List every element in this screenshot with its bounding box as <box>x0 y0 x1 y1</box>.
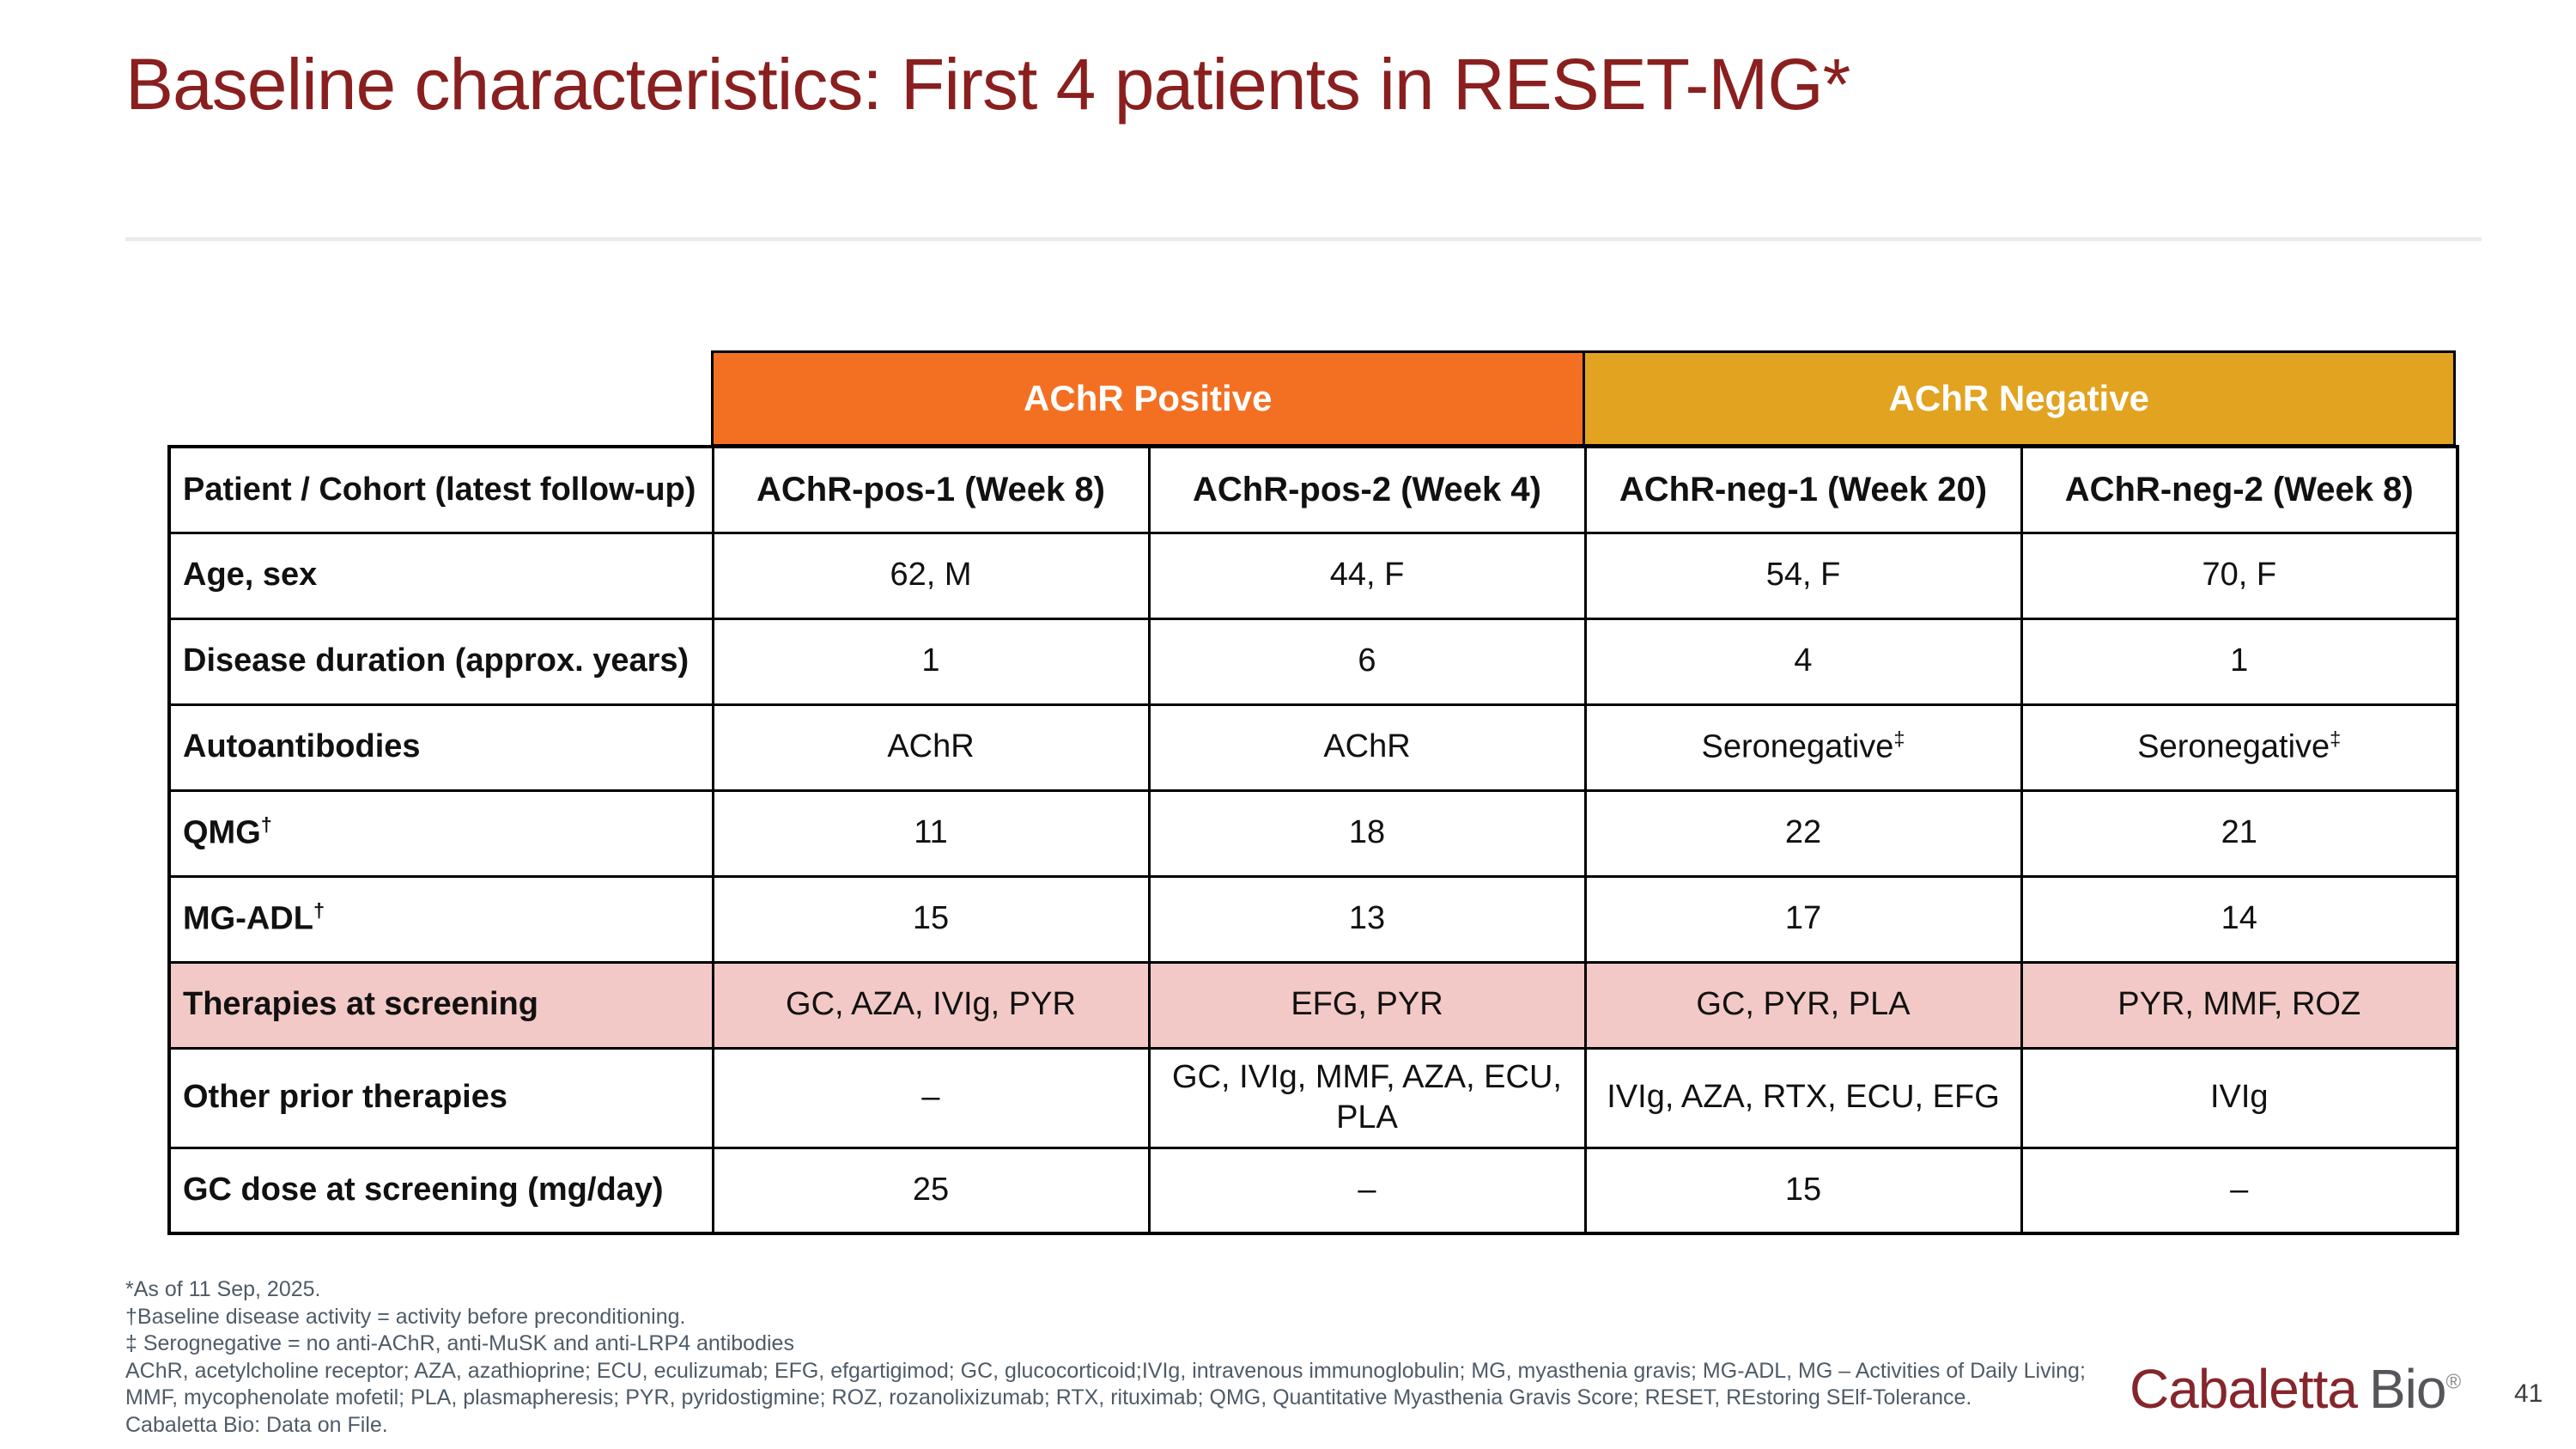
cell-autoantibodies-3: Seronegative‡ <box>1583 703 2023 792</box>
footnotes: *As of 11 Sep, 2025. †Baseline disease a… <box>125 1276 2086 1439</box>
table-row-patient-cohort: Patient / Cohort (latest follow-up) AChR… <box>167 445 2459 534</box>
footnote-line: *As of 11 Sep, 2025. <box>125 1277 321 1301</box>
dagger-marker: † <box>313 898 325 922</box>
footnote-line: AChR, acetylcholine receptor; AZA, azath… <box>125 1358 2086 1383</box>
table-row-therapies-at-screening: Therapies at screening GC, AZA, IVIg, PY… <box>167 960 2459 1050</box>
row-label-qmg: QMG† <box>167 788 714 878</box>
cell-mg-adl-3: 17 <box>1583 874 2023 964</box>
cell-patient-neg-2: AChR-neg-2 (Week 8) <box>2020 445 2459 534</box>
page-number: 41 <box>2514 1379 2543 1408</box>
cell-other-therapies-3: IVIg, AZA, RTX, ECU, EFG <box>1583 1046 2023 1149</box>
cell-mg-adl-1: 15 <box>711 874 1151 964</box>
cell-patient-pos-2: AChR-pos-2 (Week 4) <box>1147 445 1587 534</box>
table-row-disease-duration: Disease duration (approx. years) 1 6 4 1 <box>167 617 2459 706</box>
cell-autoantibodies-1: AChR <box>711 703 1151 792</box>
page-title: Baseline characteristics: First 4 patien… <box>125 44 1850 125</box>
cell-other-therapies-4: IVIg <box>2020 1046 2459 1149</box>
table-row-gc-dose: GC dose at screening (mg/day) 25 – 15 – <box>167 1146 2459 1235</box>
row-label-gc-dose: GC dose at screening (mg/day) <box>167 1146 714 1235</box>
double-dagger-marker: ‡ <box>2330 727 2342 750</box>
table-row-qmg: QMG† 11 18 22 21 <box>167 788 2459 878</box>
baseline-characteristics-table: Patient / Cohort (latest follow-up) AChR… <box>167 445 2459 1235</box>
cell-other-therapies-1: – <box>711 1046 1151 1149</box>
cell-qmg-1: 11 <box>711 788 1151 878</box>
row-label-autoantibodies: Autoantibodies <box>167 703 714 792</box>
table-row-other-prior-therapies: Other prior therapies – GC, IVIg, MMF, A… <box>167 1046 2459 1149</box>
title-divider <box>125 237 2482 241</box>
registered-trademark-icon: ® <box>2445 1370 2461 1394</box>
cell-age-sex-3: 54, F <box>1583 531 2023 620</box>
cell-other-therapies-2: GC, IVIg, MMF, AZA, ECU, PLA <box>1147 1046 1587 1149</box>
cell-therapies-1: GC, AZA, IVIg, PYR <box>711 960 1151 1050</box>
group-header-achr-negative: AChR Negative <box>1584 353 2453 444</box>
row-label-other-prior-therapies: Other prior therapies <box>167 1046 714 1149</box>
cell-gc-dose-1: 25 <box>711 1146 1151 1235</box>
table-row-autoantibodies: Autoantibodies AChR AChR Seronegative‡ S… <box>167 703 2459 792</box>
cell-therapies-3: GC, PYR, PLA <box>1583 960 2023 1050</box>
row-label-age-sex: Age, sex <box>167 531 714 620</box>
cell-duration-1: 1 <box>711 617 1151 706</box>
cell-age-sex-2: 44, F <box>1147 531 1587 620</box>
cell-qmg-2: 18 <box>1147 788 1587 878</box>
row-label-mg-adl: MG-ADL† <box>167 874 714 964</box>
logo-brand-text: Cabaletta <box>2129 1358 2358 1420</box>
double-dagger-marker: ‡ <box>1893 727 1905 750</box>
cell-mg-adl-2: 13 <box>1147 874 1587 964</box>
table-row-age-sex: Age, sex 62, M 44, F 54, F 70, F <box>167 531 2459 620</box>
footnote-line: †Baseline disease activity = activity be… <box>125 1304 686 1329</box>
table-row-mg-adl: MG-ADL† 15 13 17 14 <box>167 874 2459 964</box>
cell-age-sex-4: 70, F <box>2020 531 2459 620</box>
footnote-line: MMF, mycophenolate mofetil; PLA, plasmap… <box>125 1385 1972 1409</box>
cell-therapies-2: EFG, PYR <box>1147 960 1587 1050</box>
cell-mg-adl-4: 14 <box>2020 874 2459 964</box>
row-label-disease-duration: Disease duration (approx. years) <box>167 617 714 706</box>
row-label-patient-cohort: Patient / Cohort (latest follow-up) <box>167 445 714 534</box>
cell-autoantibodies-2: AChR <box>1147 703 1587 792</box>
cell-duration-4: 1 <box>2020 617 2459 706</box>
cell-patient-neg-1: AChR-neg-1 (Week 20) <box>1583 445 2023 534</box>
cell-gc-dose-4: – <box>2020 1146 2459 1235</box>
table-group-header-band: AChR Positive AChR Negative <box>711 350 2456 447</box>
row-label-therapies-at-screening: Therapies at screening <box>167 960 714 1050</box>
cell-gc-dose-2: – <box>1147 1146 1587 1235</box>
cell-autoantibodies-4: Seronegative‡ <box>2020 703 2459 792</box>
cell-duration-2: 6 <box>1147 617 1587 706</box>
footnote-line: ‡ Serognegative = no anti-AChR, anti-MuS… <box>125 1331 794 1355</box>
cell-qmg-3: 22 <box>1583 788 2023 878</box>
group-header-achr-positive: AChR Positive <box>714 353 1583 444</box>
cell-patient-pos-1: AChR-pos-1 (Week 8) <box>711 445 1151 534</box>
cabaletta-bio-logo: Cabaletta Bio® <box>2129 1357 2461 1421</box>
cell-therapies-4: PYR, MMF, ROZ <box>2020 960 2459 1050</box>
cell-qmg-4: 21 <box>2020 788 2459 878</box>
cell-gc-dose-3: 15 <box>1583 1146 2023 1235</box>
footnote-line: Cabaletta Bio: Data on File. <box>125 1412 388 1437</box>
dagger-marker: † <box>260 813 272 836</box>
logo-suffix-text: Bio <box>2368 1358 2446 1420</box>
cell-age-sex-1: 62, M <box>711 531 1151 620</box>
cell-duration-3: 4 <box>1583 617 2023 706</box>
